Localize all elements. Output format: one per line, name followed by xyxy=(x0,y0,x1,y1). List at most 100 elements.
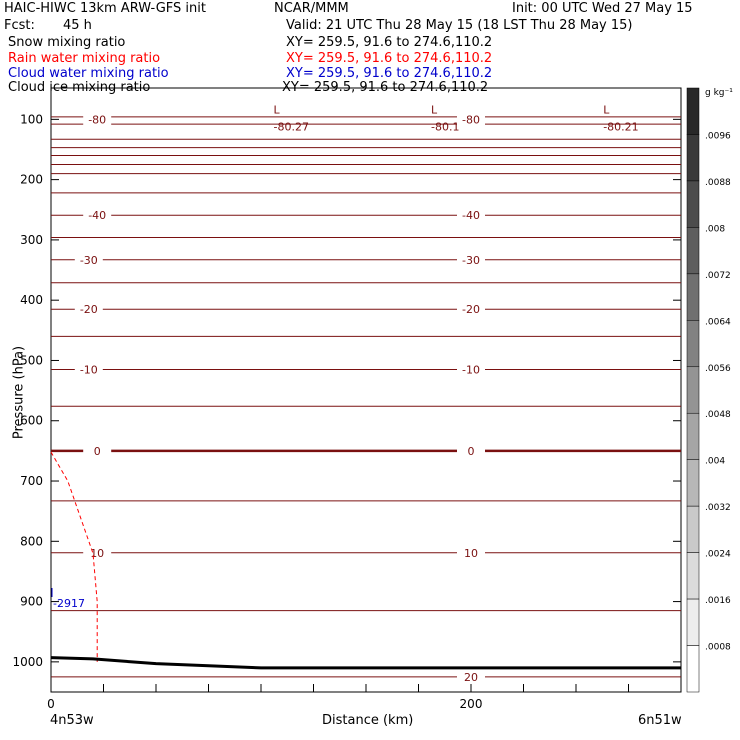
contour-label-bg xyxy=(457,302,485,316)
contour-label-bg xyxy=(457,669,485,683)
y-tick-label: 800 xyxy=(20,534,43,548)
colorbar-cell xyxy=(686,87,700,135)
left-endpoint-label: 4n53w xyxy=(50,713,94,728)
y-tick-label: 100 xyxy=(20,112,43,126)
contour-label-bg xyxy=(457,545,485,559)
y-tick-label: 900 xyxy=(20,595,43,609)
forecast-hours: 45 h xyxy=(63,18,92,33)
colorbar-label: .004 xyxy=(705,457,725,467)
contour-label: 0 xyxy=(468,445,475,458)
contour-label: -10 xyxy=(80,364,98,377)
contour-label-bg xyxy=(457,362,485,376)
y-tick-label: 300 xyxy=(20,233,43,247)
colorbar-unit: g kg⁻¹ xyxy=(705,88,733,98)
colorbar-cell xyxy=(686,134,700,182)
low-value-label: -80.27 xyxy=(274,121,309,134)
low-markers: L -80.27 L -80.1 L -80.21 xyxy=(274,103,639,133)
colorbar-label: .0032 xyxy=(705,503,731,513)
contour-label-bg xyxy=(457,443,485,457)
contour-label-bg xyxy=(83,112,112,126)
x-axis-label: Distance (km) xyxy=(322,713,414,728)
contour-label: -20 xyxy=(462,303,480,316)
org-label: NCAR/MMM xyxy=(274,1,349,16)
contour-label: -40 xyxy=(88,209,106,222)
colorbar-label: .0048 xyxy=(705,410,731,420)
y-tick-label: 1000 xyxy=(12,655,43,669)
colorbar-label: .0024 xyxy=(705,550,731,560)
colorbar-label: .0008 xyxy=(705,643,731,653)
model-title: HAIC-HIWC 13km ARW-GFS init xyxy=(4,1,206,16)
field-cloud-water-name: Cloud water mixing ratio xyxy=(8,66,169,81)
low-value-label: -80.21 xyxy=(603,121,638,134)
colorbar-cell xyxy=(686,412,700,460)
contour-label-bg xyxy=(83,208,112,222)
rain-water-contour xyxy=(50,451,98,662)
contour-label-bg xyxy=(457,252,485,266)
colorbar-cell xyxy=(686,598,700,646)
colorbar-label: .0096 xyxy=(705,131,731,141)
colorbar: .0096 .0088 .008 .0072 .0064 .0056 .0048 .004 .0… xyxy=(686,87,731,693)
low-mark: L xyxy=(431,103,438,116)
contour-label: 20 xyxy=(464,671,478,684)
contour-label: -20 xyxy=(80,303,98,316)
colorbar-cell xyxy=(686,645,700,693)
forecast-label: Fcst: xyxy=(4,18,35,33)
contour-label-bg xyxy=(83,443,112,457)
low-mark: L xyxy=(274,103,281,116)
contour-labels: -80 -80 -40 -40 -30 -30 -20 -20 -10 -10 0 0 10 10 20 xyxy=(74,112,485,684)
contour-label: -80 xyxy=(88,113,106,126)
temperature-contours xyxy=(51,116,681,678)
y-tick-label: 700 xyxy=(20,474,43,488)
colorbar-label: .0016 xyxy=(705,596,731,606)
colorbar-label: .008 xyxy=(705,224,725,234)
colorbar-cell xyxy=(686,459,700,507)
contour-label-bg xyxy=(83,545,112,559)
field-snow-xy: XY= 259.5, 91.6 to 274.6,110.2 xyxy=(286,35,493,50)
colorbar-label: .0072 xyxy=(705,271,731,281)
colorbar-cell xyxy=(686,505,700,553)
contour-label: -10 xyxy=(462,364,480,377)
low-mark: L xyxy=(603,103,610,116)
colorbar-cell xyxy=(686,552,700,600)
contour-label: -30 xyxy=(462,254,480,267)
colorbar-cell xyxy=(686,180,700,228)
contour-label-bg xyxy=(457,208,485,222)
colorbar-cell xyxy=(686,273,700,321)
colorbar-label: .0064 xyxy=(705,317,731,327)
contour-label: -40 xyxy=(462,209,480,222)
contour-label-bg xyxy=(74,252,103,266)
field-rain-name: Rain water mixing ratio xyxy=(8,51,161,66)
init-time: Init: 00 UTC Wed 27 May 15 xyxy=(512,1,693,16)
y-tick-label: 200 xyxy=(20,173,43,187)
contour-label: 10 xyxy=(464,547,478,560)
y-tick-label: 400 xyxy=(20,293,43,307)
colorbar-cell xyxy=(686,366,700,414)
field-cloud-water-xy: XY= 259.5, 91.6 to 274.6,110.2 xyxy=(286,66,493,81)
x-axis-ticks: 0 200 xyxy=(47,684,682,711)
x-tick-label: 200 xyxy=(460,697,483,711)
right-endpoint-label: 6n51w xyxy=(638,713,682,728)
low-value-label: -80.1 xyxy=(431,121,459,134)
y-tick-label: 600 xyxy=(20,414,43,428)
colorbar-label: .0056 xyxy=(705,364,731,374)
contour-label: -30 xyxy=(80,254,98,267)
contour-label: 10 xyxy=(90,547,104,560)
ground-surface-line xyxy=(50,656,681,670)
contour-label: 0 xyxy=(94,445,101,458)
y-tick-label: 500 xyxy=(20,353,43,367)
field-rain-xy: XY= 259.5, 91.6 to 274.6,110.2 xyxy=(286,51,493,66)
cloud-water-label: -2917 xyxy=(53,597,85,610)
x-tick-label: 0 xyxy=(47,697,55,711)
contour-label-bg xyxy=(74,362,103,376)
plot-frame xyxy=(50,87,682,693)
contour-label-bg xyxy=(74,302,103,316)
contour-label-bg xyxy=(457,112,485,126)
colorbar-label: .0088 xyxy=(705,178,731,188)
field-snow-name: Snow mixing ratio xyxy=(8,35,126,50)
valid-time: Valid: 21 UTC Thu 28 May 15 (18 LST Thu … xyxy=(286,18,633,33)
colorbar-cell xyxy=(686,320,700,368)
colorbar-cell xyxy=(686,227,700,275)
contour-label: -80 xyxy=(462,113,480,126)
